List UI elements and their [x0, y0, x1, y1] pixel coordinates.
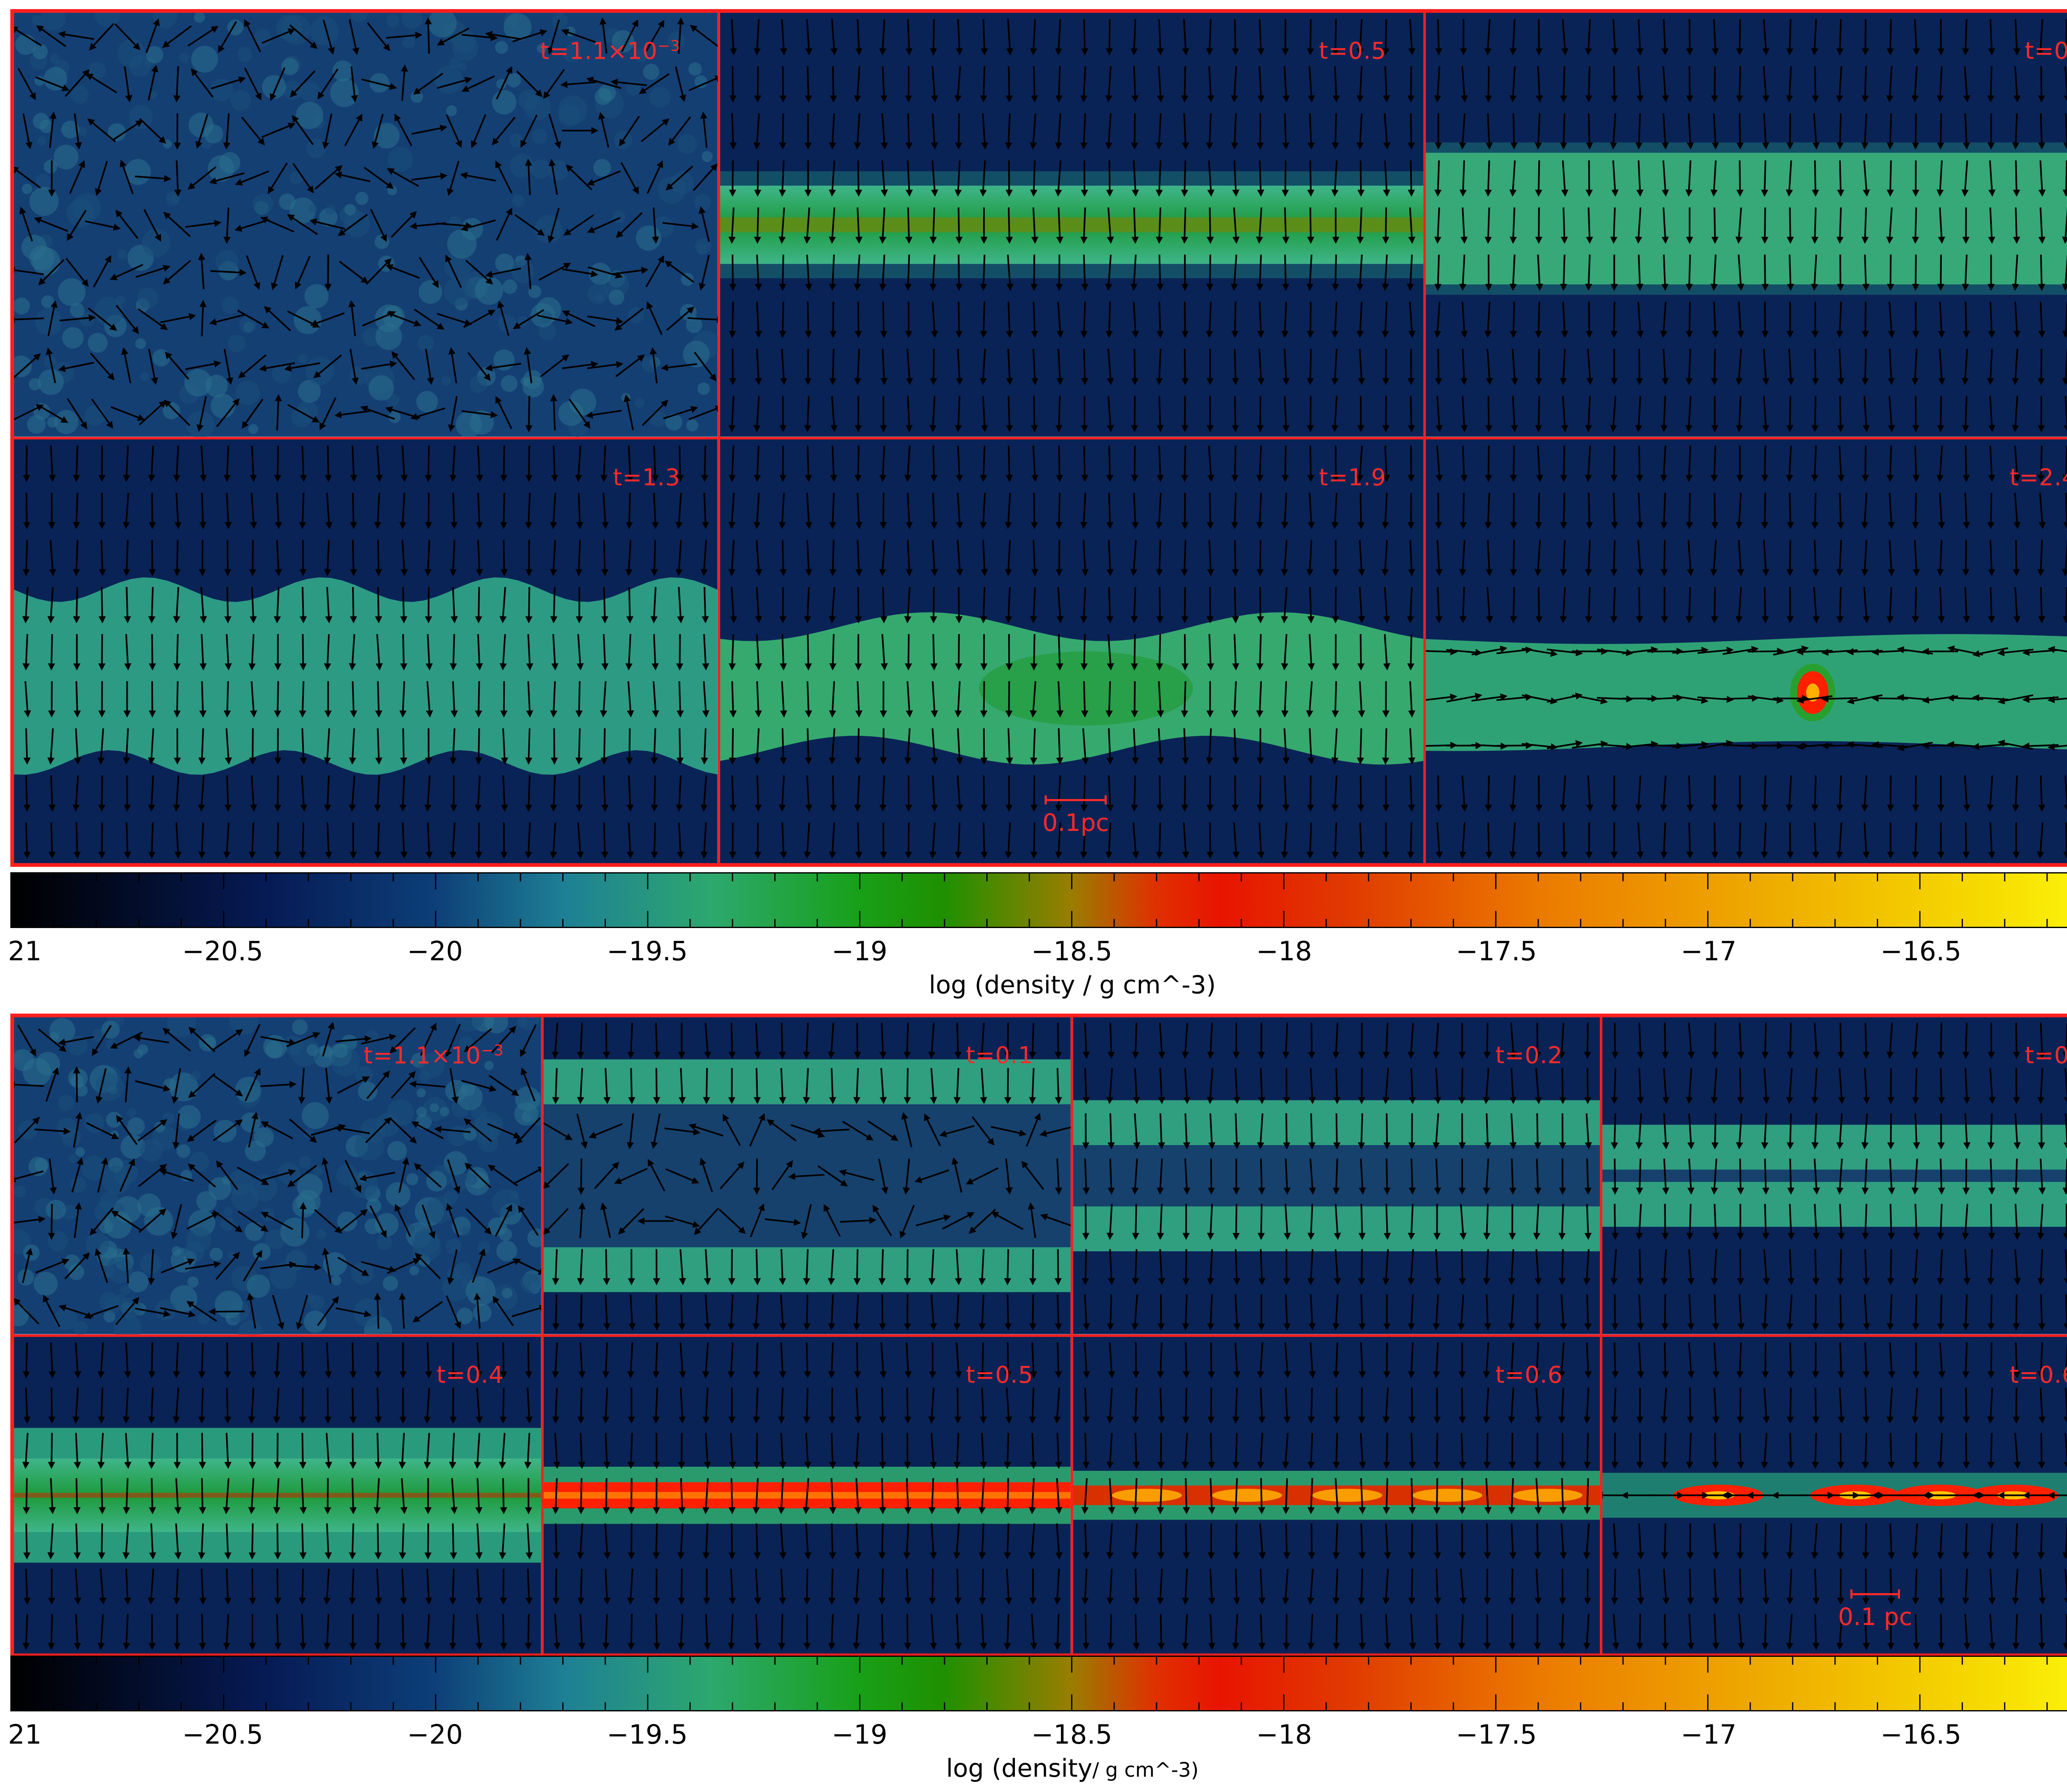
bottom-time-label: t=0.66 — [2010, 1362, 2067, 1389]
top-time-label: t=0.9 — [2025, 38, 2067, 64]
top-time-label: t=1.3 — [613, 464, 680, 491]
top-time-label: t=1.1×10−3 — [540, 38, 680, 65]
top-panel: t=0.9 — [1425, 12, 2067, 438]
bottom-colorbar-tick-label: −19.5 — [606, 1720, 688, 1750]
time-label-base: t=1.1×10 — [363, 1042, 481, 1069]
bottom-colorbar-tick-label: −16.5 — [1880, 1720, 1962, 1750]
top-time-label: t=0.5 — [1319, 38, 1386, 64]
time-label-base: t=0.66 — [2010, 1361, 2067, 1389]
bottom-time-label: t=0.4 — [437, 1362, 504, 1389]
top-colorbar-tick-labels: 21−20.5−20−19.5−19−18.5−18−17.5−17−16.5−… — [8, 936, 2067, 967]
scale-bar-label: 0.1pc — [1042, 808, 1109, 837]
top-panel-grid: t=1.1×10−3 t=0.5 t=0.9 t=1.3 t=1.9 0.1pc t=2.4… — [10, 9, 2067, 867]
bottom-time-label: t=0.2 — [1495, 1042, 1563, 1069]
bottom-colorbar — [10, 1656, 2067, 1711]
top-density-field — [1426, 439, 2067, 863]
scale-bar-label: 0.1 pc — [1838, 1602, 1912, 1631]
bottom-time-label: t=1.1×10−3 — [364, 1042, 504, 1069]
bottom-panel: t=0.6 — [1072, 1335, 1602, 1655]
bottom-panel: t=0.2 — [1072, 1016, 1602, 1336]
top-time-label: t=1.9 — [1319, 464, 1386, 491]
top-colorbar-tick-label: −20.5 — [182, 936, 263, 967]
bottom-colorbar-tick-label: −17.5 — [1456, 1720, 1537, 1750]
time-label-exponent: −3 — [657, 38, 680, 55]
top-density-field — [720, 13, 1424, 437]
top-colorbar-tick-label: −18 — [1256, 936, 1312, 967]
time-label-exponent: −3 — [481, 1042, 504, 1059]
bottom-colorbar-tick-label: −20.5 — [182, 1720, 263, 1750]
top-colorbar-tick-label: −19 — [831, 936, 888, 967]
top-colorbar-gradient — [12, 873, 2067, 927]
bottom-panel-grid: t=1.1×10−3 t=0.1 t=0.2 t=0.3 t=0.4 t=0.5 t=0.6… — [10, 1014, 2067, 1657]
top-colorbar-ticks — [12, 873, 2048, 927]
bottom-density-field — [1602, 1017, 2067, 1334]
top-panel: t=2.41 — [1425, 438, 2067, 864]
time-label-base: t=0.5 — [1319, 38, 1387, 64]
time-label-base: t=2.41 — [2010, 464, 2067, 491]
time-label-base: t=1.9 — [1319, 464, 1387, 491]
bottom-panel: t=0.66 0.1 pc — [1601, 1335, 2067, 1655]
bottom-panel: t=0.5 — [542, 1335, 1072, 1655]
bottom-time-label: t=0.1 — [966, 1042, 1034, 1069]
top-colorbar-tick-label: −16.5 — [1880, 936, 1962, 967]
top-colorbar-tick-label: −18.5 — [1031, 936, 1112, 967]
bottom-scale-bar: 0.1 pc — [1838, 1589, 1912, 1631]
time-label-base: t=1.3 — [613, 464, 680, 491]
scale-bar-line — [1045, 795, 1107, 804]
top-colorbar — [10, 872, 2067, 928]
bottom-panel: t=0.4 — [13, 1335, 542, 1655]
bottom-density-field — [1602, 1336, 2067, 1654]
bottom-colorbar-tick-label: −17 — [1680, 1720, 1737, 1750]
top-panel: t=1.9 0.1pc — [718, 438, 1425, 864]
top-panel: t=1.1×10−3 — [13, 12, 719, 438]
bottom-density-field — [14, 1017, 541, 1334]
time-label-base: t=0.5 — [966, 1361, 1034, 1389]
top-colorbar-title: log (density / g cm^-3) — [928, 971, 1216, 1000]
bottom-colorbar-ticks — [12, 1657, 2048, 1710]
top-colorbar-tick-label: −17 — [1680, 936, 1737, 967]
top-density-field — [720, 439, 1424, 863]
bottom-density-field — [543, 1336, 1071, 1654]
time-label-base: t=0.2 — [1495, 1042, 1563, 1069]
time-label-base: t=1.1×10 — [540, 38, 658, 65]
bottom-time-label: t=0.6 — [1495, 1362, 1563, 1389]
time-label-base: t=0.1 — [966, 1042, 1034, 1069]
top-panel: t=1.3 — [13, 438, 719, 864]
top-scale-bar: 0.1pc — [1042, 795, 1109, 837]
bottom-colorbar-gradient — [12, 1657, 2067, 1710]
top-colorbar-tick-label: −20 — [407, 936, 463, 967]
top-colorbar-tick-label: 21 — [8, 936, 42, 967]
top-time-label: t=2.41 — [2010, 464, 2067, 491]
time-label-base: t=0.9 — [2025, 38, 2067, 64]
time-label-base: t=0.3 — [2025, 1042, 2067, 1069]
bottom-colorbar-tick-label: −18.5 — [1031, 1720, 1112, 1750]
time-label-base: t=0.6 — [1495, 1361, 1563, 1389]
time-label-base: t=0.4 — [436, 1361, 504, 1389]
bottom-colorbar-tick-label: 21 — [8, 1720, 42, 1750]
bottom-colorbar-tick-labels: 21−20.5−20−19.5−19−18.5−18−17.5−17−16.5−… — [8, 1720, 2067, 1750]
top-density-field — [1426, 13, 2067, 437]
bottom-density-field — [14, 1336, 541, 1654]
bottom-density-field — [1073, 1017, 1600, 1334]
bottom-time-label: t=0.5 — [966, 1362, 1034, 1389]
top-density-field — [14, 13, 718, 437]
top-panel: t=0.5 — [718, 12, 1425, 438]
bottom-panel: t=0.3 — [1601, 1016, 2067, 1336]
scale-bar-line — [1850, 1589, 1900, 1599]
bottom-colorbar-tick-label: −20 — [407, 1720, 463, 1750]
bottom-density-field — [1073, 1336, 1600, 1654]
top-colorbar-tick-label: −17.5 — [1456, 936, 1537, 967]
bottom-colorbar-title-units: / g cm^-3) — [1092, 1759, 1199, 1782]
bottom-colorbar-title: log (density/ g cm^-3) — [0, 1754, 2067, 1783]
top-density-field — [14, 439, 718, 863]
top-colorbar-tick-label: −19.5 — [606, 936, 688, 967]
bottom-colorbar-tick-label: −18 — [1256, 1720, 1312, 1750]
bottom-colorbar-tick-label: −19 — [831, 1720, 888, 1750]
bottom-panel: t=1.1×10−3 — [13, 1016, 542, 1336]
bottom-panel: t=0.1 — [542, 1016, 1072, 1336]
bottom-time-label: t=0.3 — [2025, 1042, 2067, 1069]
bottom-density-field — [543, 1017, 1071, 1334]
bottom-colorbar-title-main: log (density — [946, 1754, 1093, 1783]
